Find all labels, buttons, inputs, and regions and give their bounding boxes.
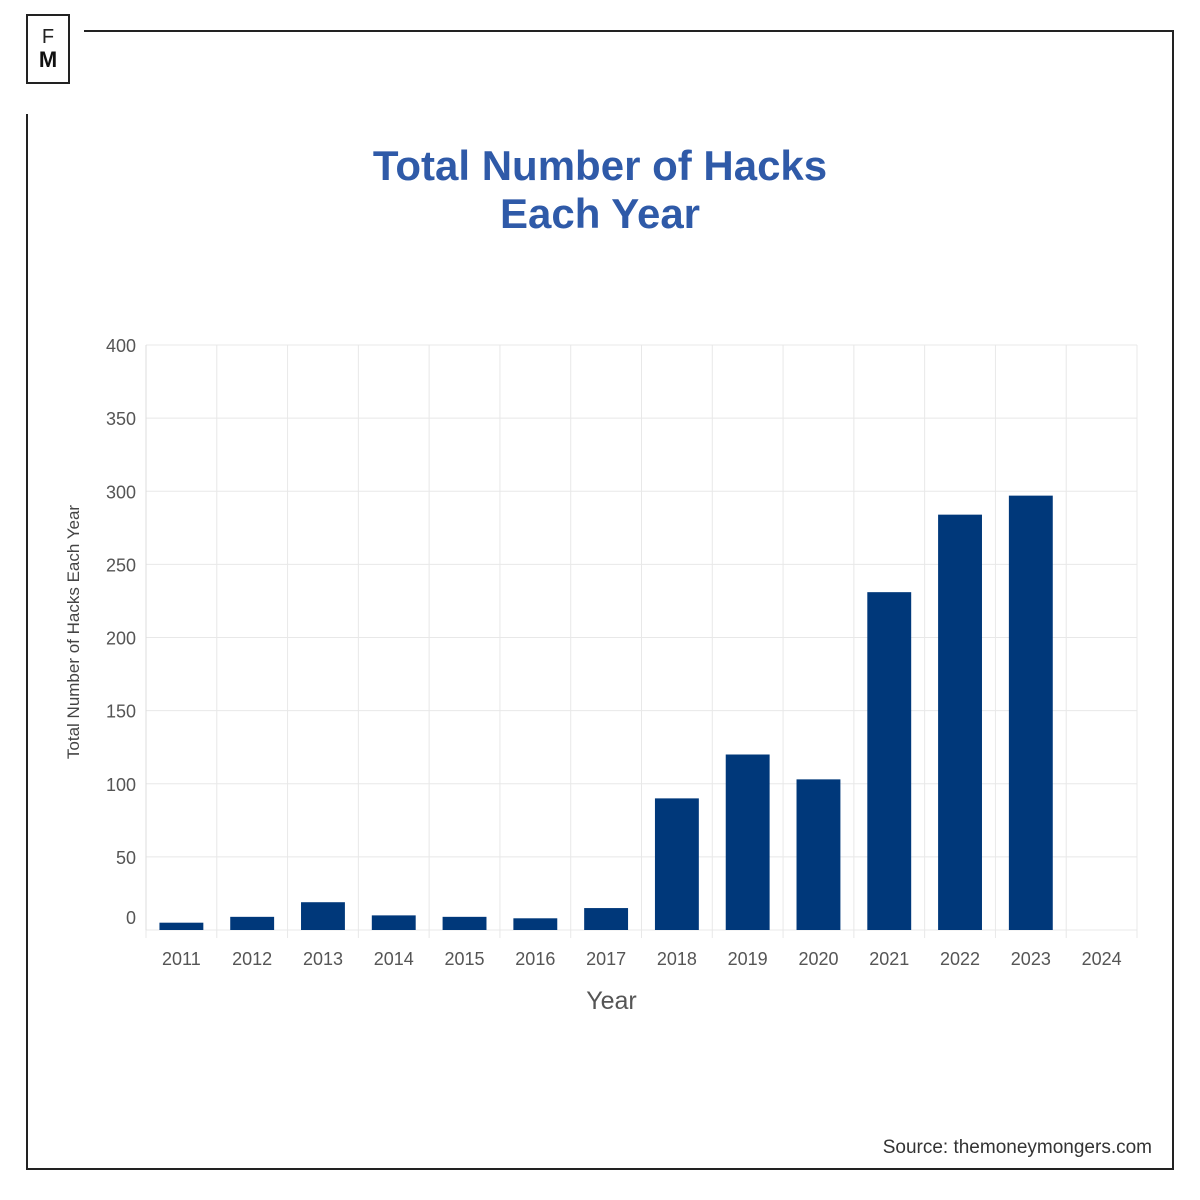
y-tick-label: 250 (106, 555, 136, 575)
chart-title: Total Number of Hacks Each Year (0, 142, 1200, 238)
x-tick-label: 2015 (445, 949, 485, 969)
logo-box: F M (26, 14, 70, 84)
bar-2018 (654, 798, 699, 930)
x-tick-label: 2024 (1082, 949, 1122, 969)
y-tick-label: 350 (106, 409, 136, 429)
bar-2016 (513, 918, 558, 930)
y-axis-title: Total Number of Hacks Each Year (64, 505, 83, 760)
x-tick-label: 2023 (1011, 949, 1051, 969)
logo-letter-m: M (38, 47, 58, 72)
x-tick-label: 2021 (869, 949, 909, 969)
x-tick-label: 2017 (586, 949, 626, 969)
bar-2017 (584, 908, 629, 930)
x-tick-label: 2020 (798, 949, 838, 969)
x-tick-label: 2013 (303, 949, 343, 969)
x-tick-label: 2014 (374, 949, 414, 969)
bar-2023 (1008, 495, 1053, 930)
chart-frame (26, 30, 1174, 1170)
bar-2013 (301, 902, 345, 930)
y-tick-label: 100 (106, 775, 136, 795)
y-tick-label: 0 (126, 908, 136, 928)
x-tick-label: 2012 (232, 949, 272, 969)
y-tick-label: 50 (116, 848, 136, 868)
y-tick-label: 150 (106, 702, 136, 722)
x-tick-label: 2018 (657, 949, 697, 969)
x-tick-label: 2016 (515, 949, 555, 969)
x-tick-label: 2019 (728, 949, 768, 969)
y-tick-label: 200 (106, 629, 136, 649)
y-tick-label: 300 (106, 482, 136, 502)
bar-2012 (230, 916, 275, 930)
bar-2019 (725, 754, 770, 930)
chart-title-line-2: Each Year (499, 190, 701, 237)
bar-2020 (796, 779, 841, 930)
bar-2015 (442, 916, 487, 930)
x-tick-label: 2011 (162, 949, 201, 969)
logo: F M (18, 14, 84, 114)
bar-2014 (371, 915, 416, 930)
source-note: Source: themoneymongers.com (882, 1137, 1152, 1158)
bar-2011 (159, 922, 204, 930)
bar-2022 (938, 514, 982, 930)
x-tick-label: 2022 (940, 949, 980, 969)
x-axis-title: Year (586, 987, 637, 1015)
chart-title-line-1: Total Number of Hacks (372, 142, 828, 189)
logo-letter-f: F (41, 26, 55, 48)
y-tick-label: 400 (106, 336, 136, 356)
bar-2021 (867, 592, 912, 930)
